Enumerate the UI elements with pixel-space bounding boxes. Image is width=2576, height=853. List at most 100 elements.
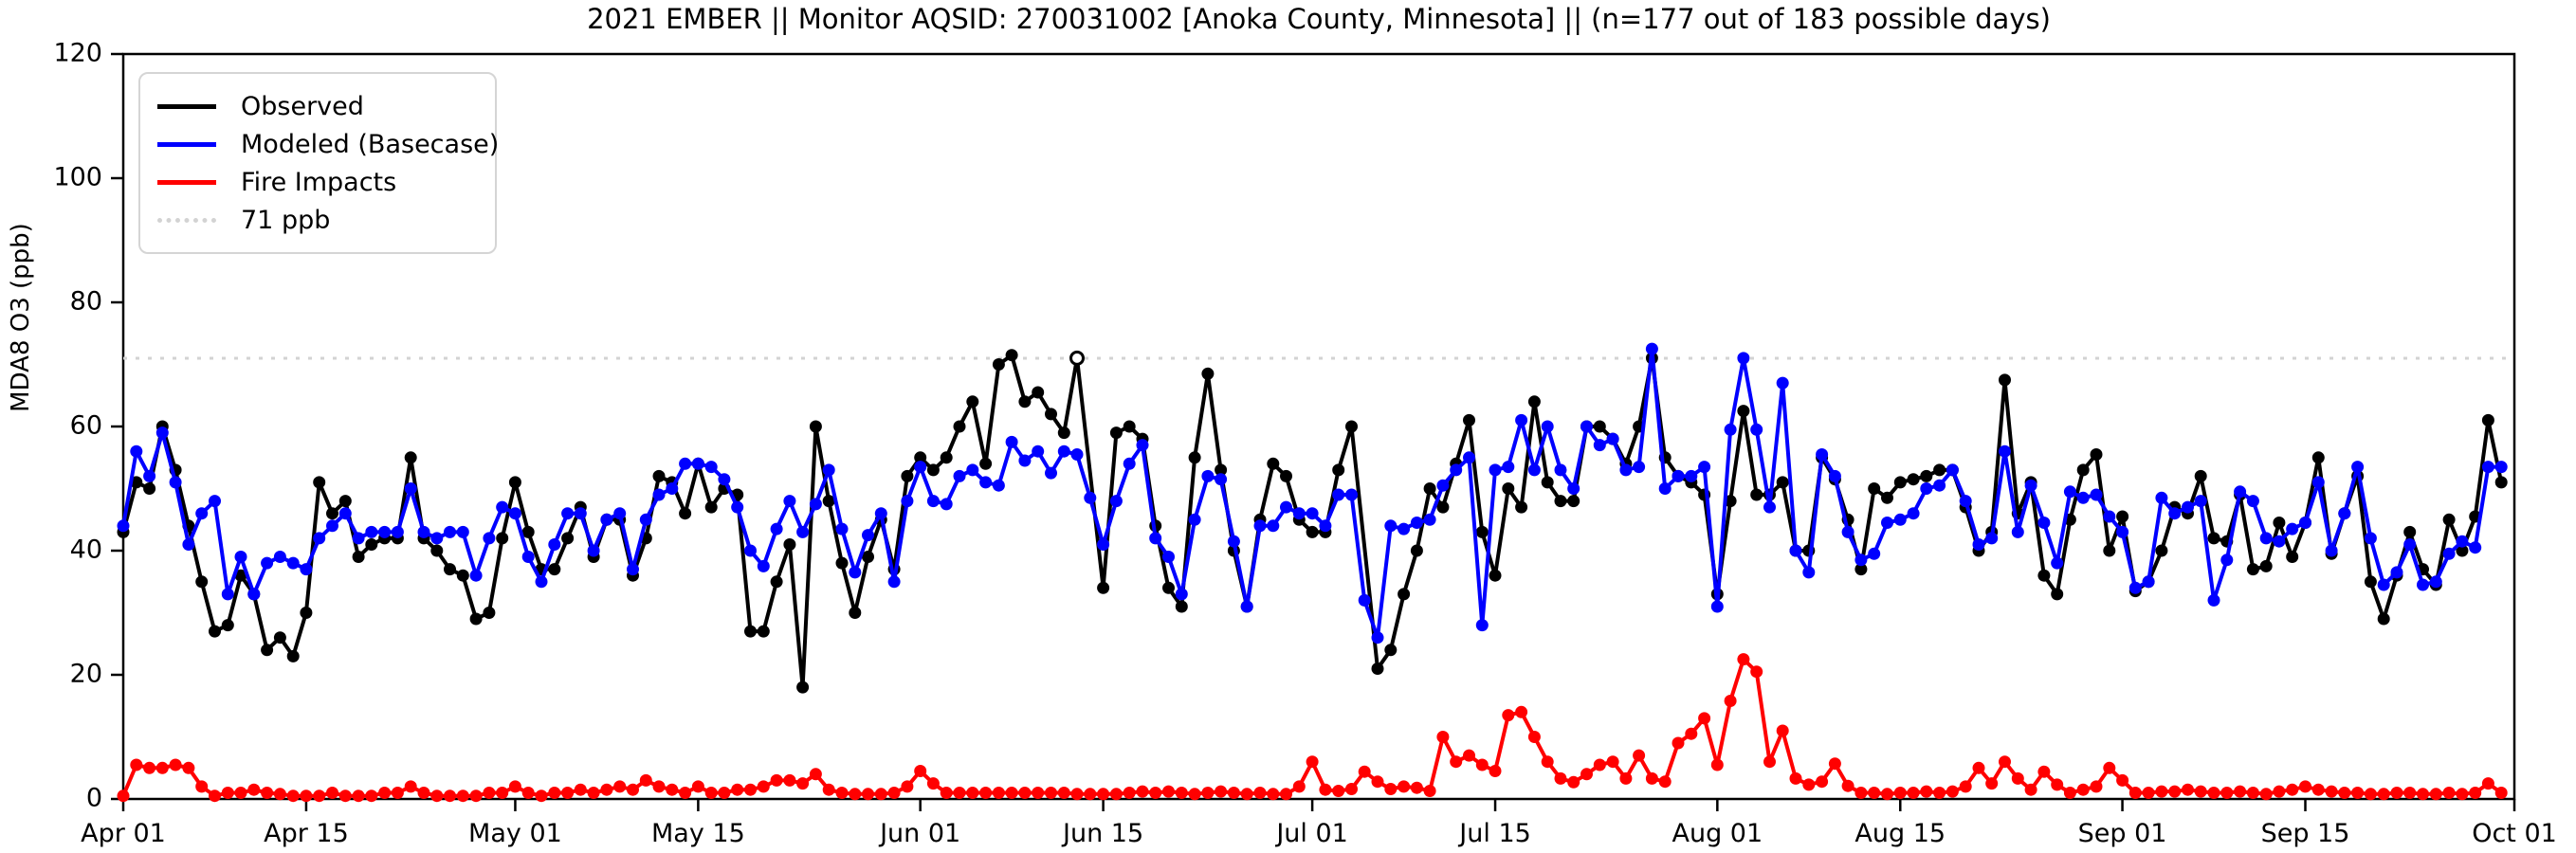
modeled-basecase-point [1005,435,1018,448]
modeled-basecase-point [195,507,209,520]
fire-impacts-point [2024,783,2037,796]
observed-point [444,563,456,576]
modeled-basecase-point [313,532,326,545]
modeled-basecase-point [169,476,182,489]
modeled-basecase-point [1227,535,1240,548]
modeled-basecase-point [770,522,783,535]
fire-impacts-point [1920,785,1933,798]
modeled-basecase-point [1371,631,1384,644]
fire-impacts-point [1802,778,1816,791]
fire-impacts-point [2364,788,2377,801]
fire-impacts-point [130,758,143,771]
fire-impacts-point [1032,787,1045,799]
fire-impacts-point [1710,758,1724,771]
fire-impacts-point [1280,788,1292,801]
fire-impacts-point [469,789,483,803]
fire-impacts-point [862,788,874,801]
legend-item-threshold: 71 ppb [157,201,478,239]
modeled-basecase-point [914,461,927,474]
observed-point [1267,457,1280,470]
fire-impacts-point [313,789,326,803]
modeled-basecase-point [1319,519,1332,533]
modeled-basecase-point [1580,420,1593,433]
threshold-line-sample [157,217,216,223]
fire-impacts-point [1057,787,1070,799]
fire-impacts-point [1292,780,1306,793]
fire-impacts-point [404,780,417,793]
observed-point [1527,395,1541,408]
modeled-basecase-point [1136,439,1149,452]
fire-impacts-point [2259,788,2273,801]
observed-point [561,532,575,545]
modeled-basecase-point [1162,551,1175,563]
observed-point [2194,469,2207,482]
observed-point [1567,495,1580,508]
modeled-basecase-point [1515,413,1528,426]
fire-impacts-point [182,761,195,774]
fire-impacts-point [1946,785,1959,798]
fire-impacts-point [1606,755,1619,769]
fire-impacts-point [1893,787,1907,799]
modeled-basecase-point [1672,469,1685,482]
modeled-basecase-point [352,532,365,545]
modeled-basecase-point [1567,482,1580,495]
fire-impacts-point [1515,705,1528,718]
x-tick-label: May 01 [468,819,562,848]
observed-point [1920,469,1933,482]
modeled-basecase-point [1240,600,1253,613]
observed-point [901,469,914,482]
fire-impacts-point [718,787,731,799]
observed-point [1724,495,1737,508]
y-tick-label: 60 [70,411,102,441]
observed-point [1201,367,1215,380]
x-tick-label: May 15 [651,819,745,848]
fire-impacts-point [613,780,627,793]
modeled-basecase-point [1593,439,1606,452]
fire-impacts-point [1188,788,1201,801]
modeled-basecase-point [273,551,286,563]
observed-point [300,607,313,619]
fire-impacts-point [1567,775,1580,789]
fire-impacts-point [2273,785,2286,798]
fire-impacts-point [2220,787,2234,799]
fire-impacts-point [1306,755,1319,769]
fire-impacts-point [417,787,430,799]
series-observed [117,349,2508,694]
observed-point [1109,426,1123,440]
modeled-basecase-point [1893,513,1907,526]
fire-impacts-point [2076,783,2090,796]
observed-point [2456,544,2469,557]
y-tick-label: 40 [70,535,102,565]
modeled-basecase-point [456,525,469,538]
modeled-basecase-point [1018,454,1032,467]
fire-impacts-point [2194,785,2207,798]
fire-impacts-point [535,789,548,803]
x-tick-label: Sep 15 [2261,819,2350,848]
fire-impacts-point [704,787,718,799]
modeled-basecase-point [744,544,757,557]
fire-impacts-point [378,787,392,799]
observed-point [326,507,338,520]
observed-point [1123,420,1136,433]
observed-point [352,551,365,563]
x-tick-label: Jul 01 [1274,819,1348,848]
observed-point [143,482,156,495]
modeled-basecase-point [2142,575,2155,589]
modeled-basecase-point [155,426,169,440]
modeled-basecase-point [1658,482,1672,495]
fire-impacts-point [2481,777,2494,790]
fire-impacts-point [796,777,810,790]
fire-impacts-point [587,787,600,799]
fire-impacts-point [195,780,209,793]
fire-impacts-point [1750,665,1763,679]
modeled-basecase-point [1933,479,1946,492]
modeled-basecase-point [1436,479,1450,492]
modeled-basecase-point [2182,500,2194,514]
modeled-basecase-point [2011,525,2024,538]
modeled-basecase-point [2417,578,2429,591]
modeled-basecase-point [2194,495,2207,508]
observed-point [770,575,783,589]
fire-impacts-point [1763,755,1776,769]
fire-impacts-point [143,761,156,774]
modeled-basecase-point [378,525,392,538]
